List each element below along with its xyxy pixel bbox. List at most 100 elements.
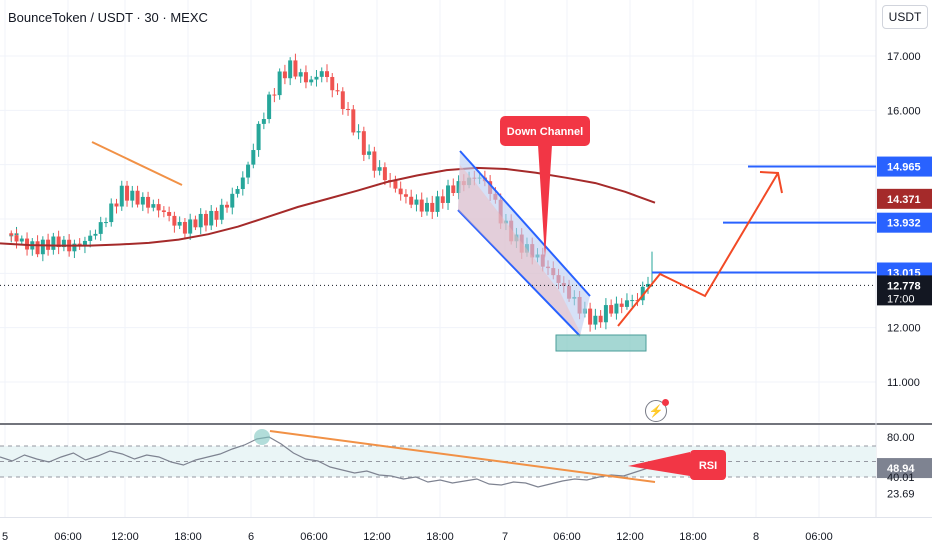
candle-body: [293, 60, 298, 77]
candle-body: [225, 204, 230, 208]
x-tick-label: 12:00: [616, 531, 644, 543]
candle-body: [151, 204, 156, 208]
candle-body: [203, 213, 208, 226]
y-tick-label: 11.000: [887, 377, 920, 389]
lightning-icon[interactable]: ⚡: [645, 399, 669, 422]
candle-body: [451, 185, 456, 194]
candle-body: [593, 315, 598, 325]
candle-body: [98, 222, 103, 234]
candle-body: [603, 305, 608, 323]
price-tag-label: 14.371: [887, 194, 921, 206]
candle-body: [309, 79, 314, 83]
candle-body: [630, 300, 635, 302]
candle-body: [382, 167, 387, 181]
candle-body: [319, 71, 324, 77]
candle-body: [251, 150, 256, 165]
candle-body: [377, 167, 382, 171]
rsi-callout-label: RSI: [699, 460, 717, 472]
down-channel-callout-box: [500, 116, 590, 146]
candle-body: [614, 303, 619, 314]
candle-body: [456, 181, 461, 194]
down-channel-lower: [457, 209, 581, 337]
candle-body: [393, 180, 398, 189]
candle-body: [640, 286, 645, 301]
candle-body: [619, 303, 624, 307]
candle-body: [267, 94, 272, 120]
rsi-trendline: [269, 430, 656, 483]
candle-body: [261, 119, 266, 124]
candle-body: [256, 123, 261, 151]
candle-body: [424, 202, 429, 212]
x-tick-label: 06:00: [553, 531, 581, 543]
x-tick-label: 06:00: [54, 531, 82, 543]
currency-button[interactable]: USDT: [882, 5, 928, 29]
countdown-label: 17:00: [887, 293, 915, 305]
down-channel-label: Down Channel: [507, 126, 583, 138]
candle-body: [161, 210, 166, 213]
candle-body: [130, 190, 135, 201]
candle-body: [325, 71, 329, 77]
candle-body: [140, 196, 145, 205]
y-tick-label: 16.000: [887, 105, 921, 117]
candle-body: [167, 212, 172, 216]
x-tick-label: 5: [2, 531, 8, 543]
price-tag-label: 13.932: [887, 218, 921, 230]
trendline: [91, 141, 183, 186]
candle-body: [351, 109, 356, 133]
candle-body: [403, 194, 408, 197]
candle-body: [146, 196, 151, 208]
x-tick-label: 18:00: [174, 531, 202, 543]
candle-body: [435, 196, 440, 212]
candle-body: [198, 213, 203, 228]
candle-body: [214, 210, 219, 220]
price-tag: [877, 188, 932, 209]
current-price-label: 12.778: [887, 280, 921, 292]
price-tag: [877, 156, 932, 177]
candle-body: [177, 221, 182, 226]
candle-body: [156, 204, 161, 211]
candle-body: [72, 243, 77, 252]
projection-arrow: [617, 172, 779, 327]
candle-body: [51, 236, 56, 250]
down-channel-callout-pointer: [538, 145, 552, 258]
candle-body: [272, 94, 277, 96]
symbol-title: BounceToken / USDT · 30 · MEXC: [8, 10, 208, 25]
notification-dot: [662, 399, 669, 406]
candle-body: [598, 315, 603, 323]
x-tick-label: 18:00: [679, 531, 707, 543]
x-tick-label: 6: [248, 531, 254, 543]
rsi-peak-highlight: [254, 429, 270, 445]
candle-body: [14, 235, 19, 242]
down-channel-upper: [459, 150, 591, 297]
candle-body: [298, 72, 303, 77]
rsi-callout-box: [690, 450, 726, 480]
candle-body: [588, 308, 593, 325]
candle-body: [209, 210, 214, 226]
rsi-tick-label: 48.94: [887, 463, 915, 475]
candle-body: [40, 239, 45, 255]
candle-body: [172, 215, 177, 226]
candle-body: [330, 76, 335, 91]
candle-body: [282, 71, 287, 79]
candle-body: [219, 204, 224, 220]
candle-body: [398, 188, 403, 195]
x-tick-label: 8: [753, 531, 759, 543]
candle-body: [193, 219, 198, 228]
candle-body: [446, 185, 451, 203]
candle-body: [288, 60, 293, 79]
candle-body: [103, 222, 108, 224]
candle-body: [440, 196, 445, 203]
candle-body: [240, 177, 245, 190]
candle-body: [414, 199, 419, 205]
x-tick-label: 18:00: [426, 531, 454, 543]
rsi-tick-label: 80.00: [887, 432, 915, 444]
candle-body: [624, 300, 629, 307]
rsi-tick-label: 23.69: [887, 488, 915, 500]
price-tag: [877, 212, 932, 233]
x-tick-label: 12:00: [363, 531, 391, 543]
candle-body: [61, 239, 66, 248]
rsi-line: [0, 436, 649, 488]
candle-body: [82, 240, 87, 247]
